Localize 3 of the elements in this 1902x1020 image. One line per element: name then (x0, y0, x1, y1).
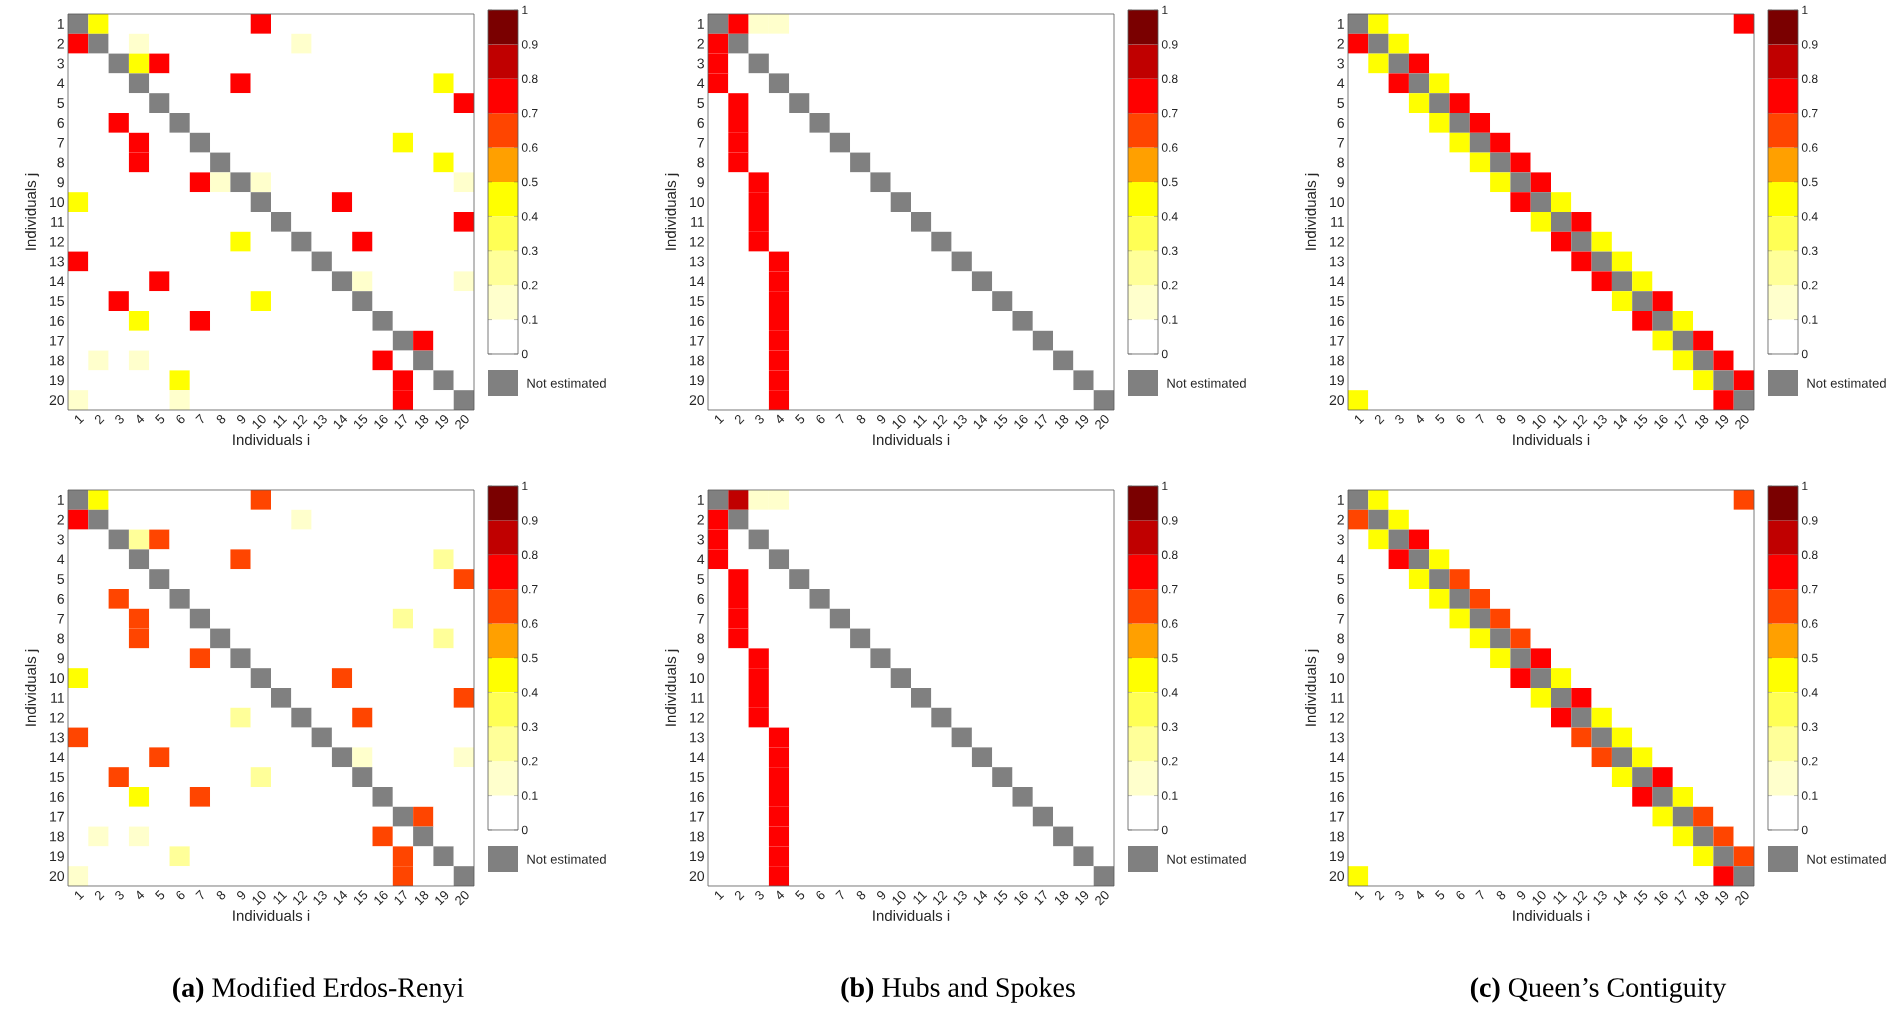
text: (a) Modified Erdos-Renyi (173, 977, 464, 1003)
text: (b) Hubs and Spokes (841, 977, 1075, 1003)
text: (c) Queen’s Contiguity (1470, 977, 1727, 1003)
